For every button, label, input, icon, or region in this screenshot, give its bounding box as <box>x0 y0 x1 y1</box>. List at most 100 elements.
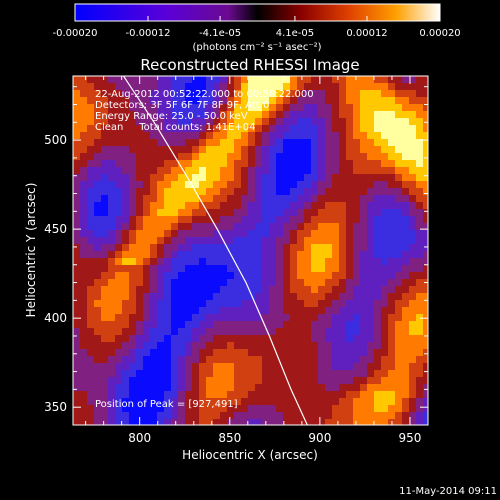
heatmap-cell <box>255 412 262 419</box>
heatmap-cell <box>346 258 353 265</box>
heatmap-cell <box>297 314 304 321</box>
heatmap-cell <box>423 293 428 300</box>
heatmap-cell <box>374 202 381 209</box>
heatmap-cell <box>87 111 94 118</box>
heatmap-cell <box>115 370 122 377</box>
heatmap-cell <box>227 356 234 363</box>
heatmap-cell <box>402 237 409 244</box>
heatmap-cell <box>108 370 115 377</box>
heatmap-cell <box>150 125 157 132</box>
heatmap-cell <box>374 216 381 223</box>
heatmap-cell <box>94 209 101 216</box>
heatmap-cell <box>248 83 255 90</box>
heatmap-cell <box>73 195 80 202</box>
heatmap-cell <box>115 286 122 293</box>
heatmap-cell <box>150 363 157 370</box>
heatmap-cell <box>395 132 402 139</box>
heatmap-cell <box>157 419 164 425</box>
heatmap-cell <box>122 118 129 125</box>
heatmap-cell <box>101 363 108 370</box>
heatmap-cell <box>325 132 332 139</box>
heatmap-cell <box>150 153 157 160</box>
heatmap-cell <box>122 419 129 425</box>
heatmap-cell <box>115 188 122 195</box>
heatmap-cell <box>157 160 164 167</box>
heatmap-cell <box>213 167 220 174</box>
heatmap-cell <box>143 223 150 230</box>
heatmap-cell <box>353 349 360 356</box>
heatmap-cell <box>409 398 416 405</box>
heatmap-cell <box>164 237 171 244</box>
heatmap-cell <box>360 419 367 425</box>
heatmap-cell <box>248 188 255 195</box>
heatmap-cell <box>192 272 199 279</box>
heatmap-cell <box>143 251 150 258</box>
heatmap-cell <box>220 279 227 286</box>
heatmap-cell <box>129 230 136 237</box>
heatmap-cell <box>339 356 346 363</box>
heatmap-cell <box>255 139 262 146</box>
heatmap-cell <box>304 237 311 244</box>
heatmap-cell <box>332 272 339 279</box>
heatmap-cell <box>136 195 143 202</box>
heatmap-cell <box>332 83 339 90</box>
heatmap-cell <box>178 272 185 279</box>
heatmap-cell <box>255 216 262 223</box>
heatmap-cell <box>374 76 381 83</box>
heatmap-cell <box>213 405 220 412</box>
heatmap-cell <box>150 342 157 349</box>
info-line: Detectors: 3F 5F 6F 7F 8F 9F, Att 0 <box>95 100 269 111</box>
heatmap-cell <box>220 412 227 419</box>
heatmap-cell <box>311 209 318 216</box>
heatmap-cell <box>388 349 395 356</box>
heatmap-cell <box>115 125 122 132</box>
heatmap-cell <box>171 118 178 125</box>
heatmap-cell <box>171 104 178 111</box>
heatmap-cell <box>325 209 332 216</box>
heatmap-cell <box>290 237 297 244</box>
heatmap-cell <box>283 349 290 356</box>
heatmap-cell <box>269 405 276 412</box>
info-line: Energy Range: 25.0 - 50.0 keV <box>95 111 248 122</box>
heatmap-cell <box>318 321 325 328</box>
heatmap-cell <box>241 251 248 258</box>
heatmap-cell <box>115 349 122 356</box>
heatmap-cell <box>101 153 108 160</box>
heatmap-cell <box>416 230 423 237</box>
heatmap-cell <box>87 279 94 286</box>
heatmap-cell <box>136 300 143 307</box>
info-line: Clean Total counts: 1.41E+04 <box>95 122 255 133</box>
heatmap-cell <box>374 377 381 384</box>
heatmap-cell <box>136 293 143 300</box>
heatmap-cell <box>311 265 318 272</box>
heatmap-cell <box>248 307 255 314</box>
heatmap-cell <box>157 412 164 419</box>
heatmap-cell <box>94 398 101 405</box>
heatmap-cell <box>115 174 122 181</box>
heatmap-cell <box>73 405 80 412</box>
heatmap-cell <box>262 258 269 265</box>
heatmap-cell <box>416 237 423 244</box>
heatmap-cell <box>220 286 227 293</box>
heatmap-cell <box>164 195 171 202</box>
heatmap-cell <box>164 286 171 293</box>
heatmap-cell <box>220 188 227 195</box>
heatmap-cell <box>395 174 402 181</box>
heatmap-cell <box>269 300 276 307</box>
heatmap-cell <box>185 174 192 181</box>
heatmap-cell <box>409 195 416 202</box>
heatmap-cell <box>297 181 304 188</box>
heatmap-cell <box>402 202 409 209</box>
heatmap-cell <box>248 391 255 398</box>
heatmap-cell <box>220 181 227 188</box>
heatmap-cell <box>87 328 94 335</box>
heatmap-cell <box>108 181 115 188</box>
heatmap-cell <box>423 349 428 356</box>
heatmap-cell <box>101 412 108 419</box>
heatmap-cell <box>353 412 360 419</box>
heatmap-cell <box>220 76 227 83</box>
heatmap-cell <box>87 167 94 174</box>
heatmap-cell <box>269 83 276 90</box>
heatmap-cell <box>143 209 150 216</box>
heatmap-cell <box>360 167 367 174</box>
